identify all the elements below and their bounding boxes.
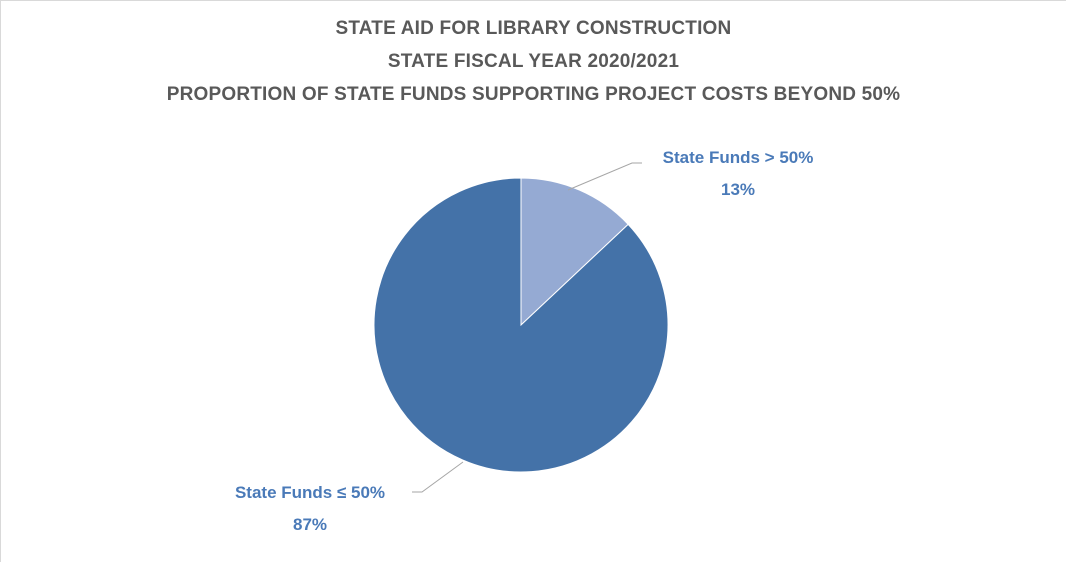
slice-value-2: 87%	[293, 515, 327, 534]
slice-value-1: 13%	[721, 180, 755, 199]
pie-slice-2	[373, 177, 669, 473]
slice-label-2: State Funds ≤ 50%	[235, 483, 385, 502]
pie-slice-1	[520, 177, 629, 327]
chart-subtitle: STATE FISCAL YEAR 2020/2021	[387, 51, 680, 72]
leader-line-1	[567, 162, 642, 191]
chart-subtitle-2: PROPORTION OF STATE FUNDS SUPPORTING PRO…	[166, 84, 901, 105]
leader-line-2	[412, 461, 464, 493]
slice-label-1: State Funds > 50%	[663, 148, 814, 167]
chart-title: STATE AID FOR LIBRARY CONSTRUCTION	[335, 18, 732, 39]
